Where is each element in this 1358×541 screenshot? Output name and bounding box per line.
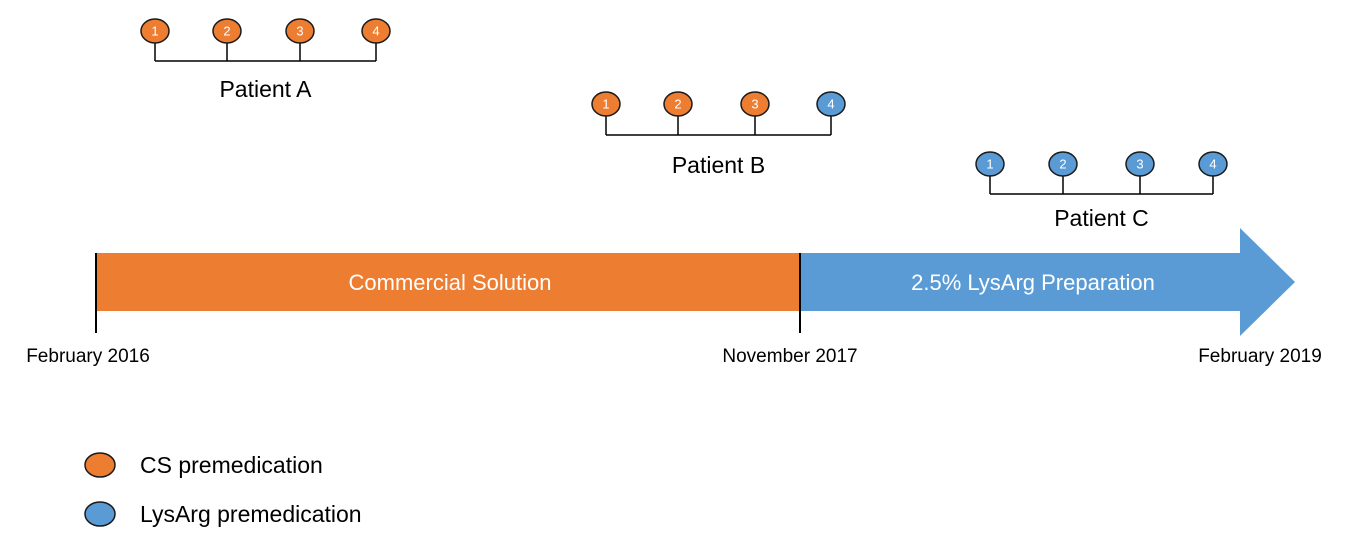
dose-circle [816,91,846,117]
patient-label: Patient A [219,76,312,102]
dose-number: 4 [372,23,379,38]
patient-label: Patient C [1054,205,1149,231]
legend-swatch [84,452,116,478]
dose-circle [740,91,770,117]
dose-number: 1 [151,23,158,38]
segment-label: 2.5% LysArg Preparation [911,270,1155,295]
dose-number: 1 [602,96,609,111]
dose-circle [212,18,242,44]
dose-circle [285,18,315,44]
dose-number: 4 [1209,156,1216,171]
legend-label: LysArg premedication [140,501,362,527]
date-label: February 2019 [1198,346,1322,367]
date-label: November 2017 [722,346,857,367]
legend-swatch [84,501,116,527]
dose-number: 2 [1059,156,1066,171]
dose-circle [591,91,621,117]
dose-number: 3 [1136,156,1143,171]
dose-circle [1198,151,1228,177]
dose-number: 3 [751,96,758,111]
dose-circle [1125,151,1155,177]
dose-circle [663,91,693,117]
patient-group: 1 2 3 4 Patient C [975,151,1228,231]
lysarg-period-arrow [800,228,1295,336]
legend-label: CS premedication [140,452,323,478]
cs-period-bar [96,253,800,311]
segment-label: Commercial Solution [349,270,552,295]
dose-circle [361,18,391,44]
patient-label: Patient B [672,152,765,178]
dose-circle [140,18,170,44]
dose-number: 3 [296,23,303,38]
dose-number: 2 [674,96,681,111]
dose-number: 1 [986,156,993,171]
date-label: February 2016 [26,346,150,367]
patient-group: 1 2 3 4 Patient B [591,91,846,178]
patient-group: 1 2 3 4 Patient A [140,18,391,102]
dose-circle [1048,151,1078,177]
dose-circle [975,151,1005,177]
dose-number: 2 [223,23,230,38]
dose-number: 4 [827,96,834,111]
